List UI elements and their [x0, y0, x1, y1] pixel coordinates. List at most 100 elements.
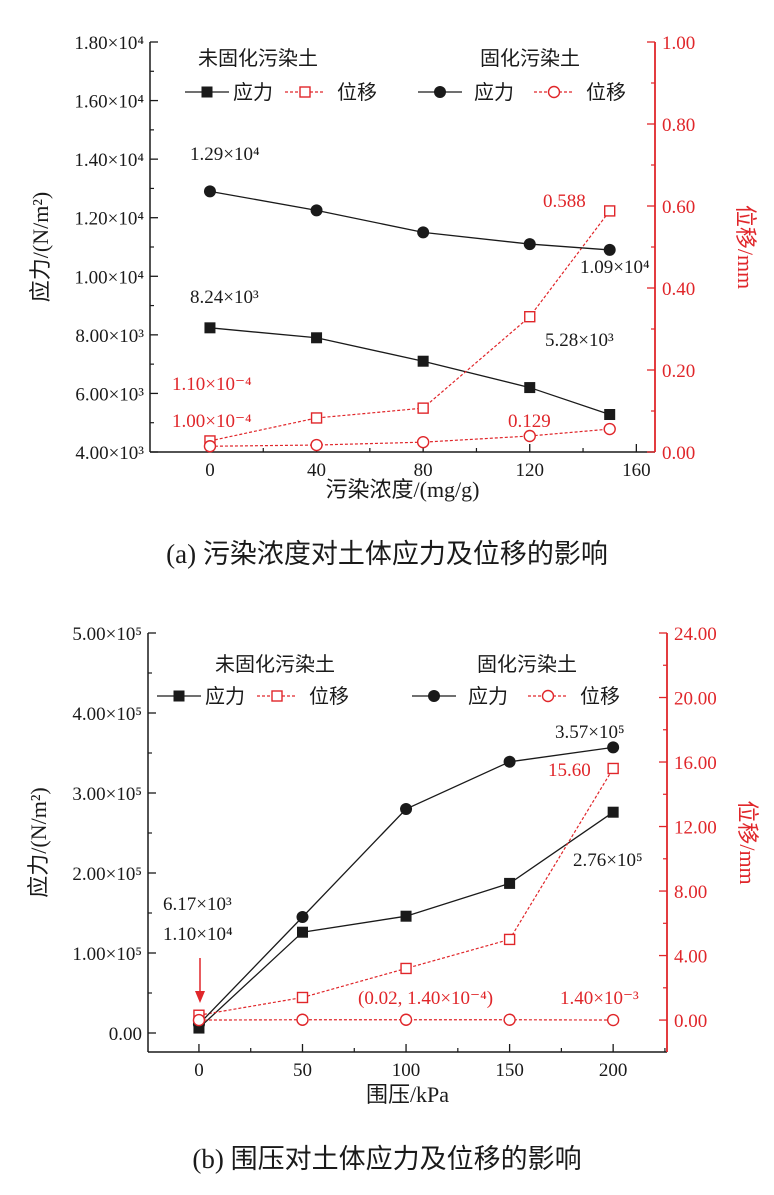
series-solidified-displacement: [192, 1013, 620, 1027]
y2-axis-label: 位移/mm: [735, 800, 760, 884]
legend-marker: [547, 85, 561, 99]
caption: (a) 污染浓度对土体应力及位移的影响: [166, 539, 608, 569]
y-tick-label: 8.00×10³: [75, 326, 144, 347]
data-point: [603, 422, 616, 436]
y2-tick-label: 0.00: [674, 1011, 707, 1032]
legend-title: 固化污染土: [480, 47, 580, 70]
data-label: 2.76×10⁵: [573, 850, 643, 871]
y-tick-label: 1.60×10⁴: [74, 92, 144, 113]
x-axis-label: 围压/kPa: [366, 1082, 449, 1107]
data-point: [296, 1013, 309, 1026]
data-label: 1.09×10⁴: [580, 257, 650, 278]
legend-marker: [173, 690, 185, 702]
data-point: [310, 412, 323, 424]
data-point: [523, 238, 536, 251]
y-tick-label: 1.00×10⁴: [74, 267, 144, 288]
y-tick-label: 4.00×10⁵: [72, 704, 142, 725]
legend-marker: [541, 689, 555, 703]
legend-label-displacement: 位移: [580, 685, 620, 708]
y2-tick-label: 20.00: [674, 689, 717, 710]
y-tick-label: 4.00×10³: [75, 443, 144, 464]
data-label: (0.02, 1.40×10⁻⁴): [358, 988, 493, 1009]
series-solidified-displacement: [203, 422, 616, 453]
data-point: [203, 185, 216, 198]
data-label: 0.129: [508, 411, 551, 432]
chart-a: 0 40 80 120 160 4.00×10³ 6.00×10³ 8.00×10³ 1.00×…: [28, 33, 758, 569]
y2-tick-label: 0.40: [662, 279, 695, 300]
y-tick-label: 1.00×10⁵: [72, 944, 142, 965]
y-tick-label: 1.80×10⁴: [74, 33, 144, 54]
series-solidified-stress: [192, 741, 620, 1031]
y2-tick-label: 8.00: [674, 882, 707, 903]
y2-tick-label: 16.00: [674, 753, 717, 774]
data-point: [399, 1013, 413, 1026]
legend-title: 固化污染土: [477, 653, 577, 676]
y-tick-label: 2.00×10⁵: [72, 864, 142, 885]
y2-tick-label: 24.00: [674, 624, 717, 645]
data-point: [523, 429, 536, 443]
y2-tick-label: 0.00: [662, 443, 695, 464]
data-point: [417, 355, 429, 367]
arrow-head-icon: [195, 991, 205, 1003]
data-label: 5.28×10³: [545, 330, 614, 351]
chart-b: 0 50 100 150 200 0.00 1.00×10⁵ 2.00×10⁵ 3.00×10⁵…: [26, 624, 760, 1174]
data-point: [204, 322, 216, 334]
data-point: [311, 332, 323, 344]
series-line: [198, 746, 614, 1025]
data-label: 0.588: [543, 191, 586, 212]
series-solidified-stress: [203, 185, 616, 256]
y-axis-label: 应力/(N/m²): [26, 787, 51, 897]
x-tick-label: 40: [307, 460, 326, 481]
legend-marker: [201, 86, 213, 98]
data-label: 1.10×10⁴: [163, 924, 233, 945]
series-unsolidified-stress: [204, 322, 616, 421]
y-tick-label: 5.00×10⁵: [72, 624, 142, 645]
data-point: [503, 755, 516, 768]
y2-tick-label: 0.80: [662, 115, 695, 136]
x-tick-label: 100: [392, 1060, 421, 1081]
data-point: [503, 1013, 516, 1026]
x-tick-label: 80: [414, 460, 433, 481]
data-point: [603, 243, 616, 256]
legend-title: 未固化污染土: [215, 653, 335, 676]
x-tick-label: 50: [293, 1060, 312, 1081]
data-point: [203, 440, 217, 453]
series-line: [209, 428, 610, 447]
legend-marker: [271, 690, 283, 702]
legend-marker: [428, 690, 440, 702]
data-label: 1.10×10⁻⁴: [172, 374, 252, 395]
legend-label-stress: 应力: [474, 81, 514, 104]
data-point: [310, 204, 323, 217]
y-tick-label: 1.20×10⁴: [74, 209, 144, 230]
data-point: [310, 438, 323, 452]
x-tick-label: 200: [599, 1060, 628, 1081]
x-tick-label: 0: [194, 1060, 204, 1081]
x-axis-label: 污染浓度/(mg/g): [326, 477, 480, 502]
series-unsolidified-displacement: [204, 205, 616, 447]
legend-label-displacement: 位移: [337, 81, 377, 104]
y2-tick-label: 0.60: [662, 197, 695, 218]
data-label: 3.57×10⁵: [555, 722, 625, 743]
data-label: 6.17×10³: [163, 894, 232, 915]
y-tick-label: 6.00×10³: [75, 384, 144, 405]
data-label: 1.29×10⁴: [190, 144, 260, 165]
legend-marker: [434, 86, 446, 98]
x-tick-label: 150: [495, 1060, 524, 1081]
data-label: 15.60: [548, 760, 591, 781]
legend-marker: [299, 86, 311, 98]
data-point: [192, 1013, 206, 1027]
data-point: [603, 205, 616, 217]
y2-tick-label: 4.00: [674, 947, 707, 968]
data-label: 8.24×10³: [190, 287, 259, 308]
data-point: [296, 991, 309, 1004]
data-point: [607, 762, 619, 775]
data-point: [504, 877, 516, 889]
data-point: [400, 910, 412, 922]
legend-label-displacement: 位移: [586, 81, 626, 104]
data-point: [417, 226, 430, 239]
data-point: [524, 311, 536, 323]
y2-tick-label: 12.00: [674, 818, 717, 839]
